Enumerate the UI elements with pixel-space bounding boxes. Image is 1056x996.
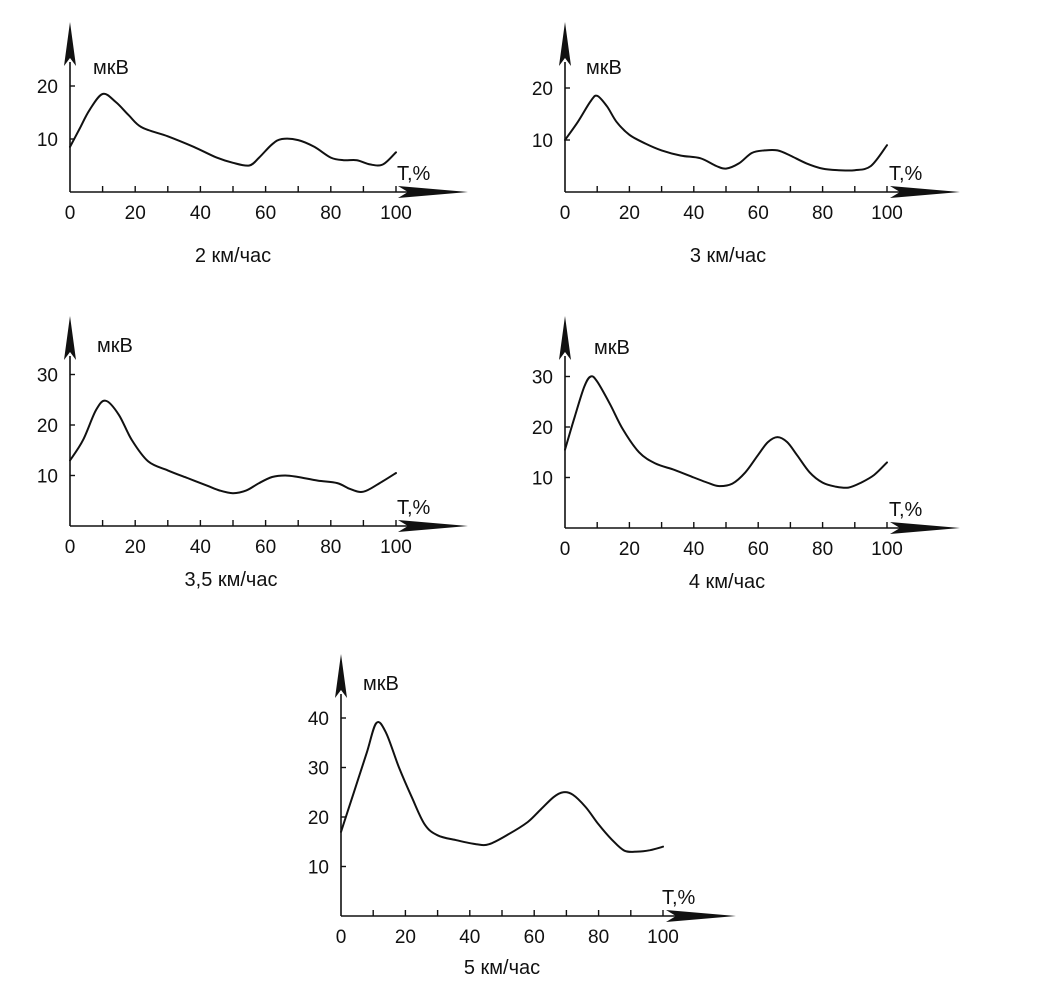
series-line-1 <box>340 721 664 853</box>
x-tick-label: 100 <box>380 203 412 224</box>
x-tick-label: 40 <box>190 537 211 558</box>
y-tick-label: 40 <box>308 709 329 730</box>
x-tick-label: 20 <box>395 927 416 948</box>
x-axis-label: T,% <box>889 499 923 521</box>
x-tick-label: 60 <box>748 539 769 560</box>
x-tick-label: 0 <box>560 203 571 224</box>
series-line-1 <box>564 94 888 172</box>
chart-caption: 3 км/час <box>690 245 766 267</box>
x-tick-label: 60 <box>524 927 545 948</box>
y-axis-arrow <box>559 22 571 66</box>
y-tick-label: 10 <box>37 467 58 488</box>
series-line-1 <box>69 399 397 495</box>
x-tick-label: 80 <box>320 203 341 224</box>
x-axis-arrow <box>398 186 468 198</box>
y-tick-label: 30 <box>532 368 553 389</box>
x-tick-label: 100 <box>647 927 679 948</box>
y-tick-label: 10 <box>308 858 329 879</box>
x-axis-arrow <box>398 520 468 532</box>
x-tick-label: 0 <box>65 537 76 558</box>
chart-panel-2: 0 20 40 60 80 100 10 20 мкВ T,% 3 км/час <box>532 22 960 267</box>
chart-caption: 2 км/час <box>195 245 271 267</box>
chart-caption: 4 км/час <box>689 571 765 593</box>
x-tick-label: 20 <box>619 539 640 560</box>
y-tick-label: 30 <box>37 366 58 387</box>
x-tick-label: 40 <box>683 203 704 224</box>
x-tick-label: 100 <box>871 203 903 224</box>
x-tick-label: 0 <box>65 203 76 224</box>
x-tick-label: 60 <box>255 537 276 558</box>
y-axis-arrow <box>64 316 76 360</box>
x-tick-label: 60 <box>748 203 769 224</box>
y-tick-label: 10 <box>532 131 553 152</box>
x-tick-label: 80 <box>812 539 833 560</box>
chart-panel-3: 0 20 40 60 80 100 10 20 30 мкВ T,% 3,5 км/час <box>37 316 468 591</box>
y-tick-label: 20 <box>37 77 58 98</box>
chart-panel-1: 0 20 40 60 80 100 10 20 мкВ T,% 2 км/час <box>37 22 468 267</box>
x-tick-label: 80 <box>812 203 833 224</box>
y-tick-label: 20 <box>532 79 553 100</box>
x-tick-label: 100 <box>380 537 412 558</box>
y-tick-label: 20 <box>308 808 329 829</box>
y-tick-label: 30 <box>308 759 329 780</box>
y-tick-label: 20 <box>532 418 553 439</box>
x-tick-label: 40 <box>459 927 480 948</box>
chart-caption: 5 км/час <box>464 957 540 979</box>
series-line-1 <box>69 92 397 167</box>
x-tick-label: 100 <box>871 539 903 560</box>
y-axis-arrow <box>64 22 76 66</box>
x-axis-label: T,% <box>397 497 431 519</box>
y-axis-unit-label: мкВ <box>586 57 622 79</box>
x-axis-arrow <box>666 910 736 922</box>
x-axis-arrow <box>890 186 960 198</box>
y-tick-label: 10 <box>37 130 58 151</box>
chart-panel-4: 0 20 40 60 80 100 10 20 30 мкВ T,% 4 км/час <box>532 316 960 593</box>
x-tick-label: 20 <box>125 537 146 558</box>
y-tick-label: 10 <box>532 469 553 490</box>
x-tick-label: 40 <box>190 203 211 224</box>
x-tick-label: 0 <box>336 927 347 948</box>
x-tick-label: 80 <box>588 927 609 948</box>
chart-panel-5: 0 20 40 60 80 100 10 20 30 40 мкВ T,% 5 км/час <box>308 654 736 979</box>
x-axis-label: T,% <box>889 163 923 185</box>
x-axis-arrow <box>890 522 960 534</box>
x-axis-label: T,% <box>662 887 696 909</box>
x-tick-label: 40 <box>683 539 704 560</box>
x-tick-label: 20 <box>125 203 146 224</box>
y-axis-unit-label: мкВ <box>97 335 133 357</box>
x-tick-label: 80 <box>320 537 341 558</box>
chart-caption: 3,5 км/час <box>185 569 278 591</box>
y-axis-arrow <box>335 654 347 698</box>
x-tick-label: 20 <box>619 203 640 224</box>
x-tick-label: 0 <box>560 539 571 560</box>
y-axis-unit-label: мкВ <box>594 337 630 359</box>
y-axis-arrow <box>559 316 571 360</box>
y-tick-label: 20 <box>37 416 58 437</box>
x-tick-label: 60 <box>255 203 276 224</box>
x-axis-label: T,% <box>397 163 431 185</box>
y-axis-unit-label: мкВ <box>93 57 129 79</box>
y-axis-unit-label: мкВ <box>363 673 399 695</box>
series-line-1 <box>564 375 888 489</box>
